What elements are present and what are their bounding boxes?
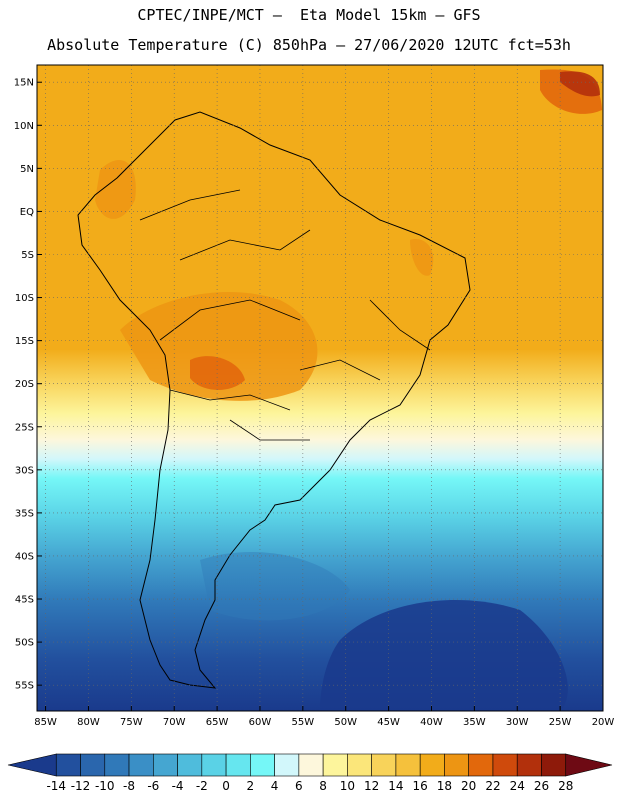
- colorbar-label: -2: [196, 779, 208, 793]
- lat-label: 55S: [15, 681, 34, 692]
- colorbar-labels: -14 -12 -10 -8 -6 -4 -2 0 2 4 6 8 10 12 14 16 18 20 22 24 26…: [46, 779, 573, 793]
- colorbar-swatch: [201, 753, 227, 777]
- colorbar-swatch: [55, 753, 81, 777]
- colorbar-label: 10: [340, 779, 355, 793]
- colorbar-swatch: [347, 753, 372, 777]
- colorbar-label: 24: [510, 779, 525, 793]
- lon-label: 60W: [249, 717, 272, 728]
- colorbar-label: 22: [485, 779, 500, 793]
- colorbar-arrow-low: [7, 753, 57, 777]
- temperature-field: [37, 65, 603, 711]
- colorbar-swatch: [80, 753, 106, 777]
- lat-label: 10S: [15, 293, 34, 304]
- colorbar-label: -6: [147, 779, 159, 793]
- colorbar-label: 4: [271, 779, 279, 793]
- lon-label: 25W: [549, 717, 572, 728]
- lon-label: 55W: [292, 717, 315, 728]
- lat-label: 40S: [15, 551, 34, 562]
- lat-label: 10N: [14, 121, 34, 132]
- colorbar-swatch: [516, 753, 542, 777]
- lat-label: 25S: [15, 422, 34, 433]
- colorbar-swatch: [395, 753, 421, 777]
- colorbar-swatch: [274, 753, 300, 777]
- map-title-line-1: CPTEC/INPE/MCT – Eta Model 15km – GFS: [137, 6, 481, 24]
- lat-label: 15S: [15, 336, 34, 347]
- lat-label: 45S: [15, 595, 34, 606]
- lat-label: 20S: [15, 379, 34, 390]
- colorbar-label: -8: [123, 779, 135, 793]
- colorbar-label: 14: [388, 779, 403, 793]
- colorbar-swatch: [444, 753, 469, 777]
- colorbar-swatch: [322, 753, 348, 777]
- lon-label: 30W: [506, 717, 529, 728]
- map-gridlines: [37, 65, 604, 711]
- colorbar-label: -10: [95, 779, 115, 793]
- colorbar-label: 18: [437, 779, 452, 793]
- colorbar-arrow-high: [565, 753, 613, 777]
- lon-label: 80W: [77, 717, 100, 728]
- lon-label: 45W: [377, 717, 400, 728]
- colorbar-swatch: [153, 753, 178, 777]
- lon-label: 75W: [120, 717, 143, 728]
- colorbar-label: 28: [558, 779, 573, 793]
- colorbar-swatch: [104, 753, 130, 777]
- colorbar-swatch: [541, 753, 567, 777]
- colorbar-label: 12: [364, 779, 379, 793]
- lat-label: 30S: [15, 465, 34, 476]
- lon-label: 85W: [34, 717, 57, 728]
- lat-label: 5N: [20, 164, 34, 175]
- colorbar-swatch: [250, 753, 275, 777]
- lon-label: 20W: [592, 717, 615, 728]
- colorbar-label: -4: [172, 779, 184, 793]
- colorbar-label: 6: [295, 779, 303, 793]
- colorbar-label: -12: [71, 779, 91, 793]
- colorbar-swatch: [468, 753, 494, 777]
- colorbar-swatch: [492, 753, 518, 777]
- longitude-labels: 85W 80W 75W 70W 65W 60W 55W 50W 45W 40W 35W 30W 25W 2…: [34, 717, 614, 728]
- lat-label: 15N: [14, 78, 34, 89]
- lon-label: 70W: [163, 717, 186, 728]
- lon-label: 65W: [206, 717, 229, 728]
- country-borders: [139, 189, 431, 441]
- colorbar-label: 26: [534, 779, 549, 793]
- lat-label: 5S: [21, 250, 34, 261]
- lat-label: 50S: [15, 638, 34, 649]
- latitude-labels: 15N 10N 5N EQ 5S 10S 15S 20S 25S 30S 35S 40S 45S 50S 5…: [14, 78, 34, 692]
- colorbar-swatch: [298, 753, 324, 777]
- colorbar-label: 16: [413, 779, 428, 793]
- lat-label: EQ: [20, 207, 34, 218]
- map-frame: [36, 64, 604, 712]
- temperature-colorbar: [7, 753, 613, 777]
- lon-label: 40W: [420, 717, 443, 728]
- colorbar-swatch: [419, 753, 445, 777]
- colorbar-swatch: [128, 753, 154, 777]
- lat-label: 35S: [15, 508, 34, 519]
- colorbar-label: -14: [46, 779, 66, 793]
- colorbar-swatch: [177, 753, 203, 777]
- lon-label: 50W: [334, 717, 357, 728]
- colorbar-swatch: [225, 753, 251, 777]
- colorbar-label: 0: [222, 779, 230, 793]
- colorbar-label: 20: [461, 779, 476, 793]
- lon-label: 35W: [463, 717, 486, 728]
- south-america-coastline: [77, 111, 471, 689]
- colorbar-label: 2: [247, 779, 255, 793]
- colorbar-label: 8: [319, 779, 327, 793]
- map-title-line-2: Absolute Temperature (C) 850hPa – 27/06/…: [47, 36, 571, 54]
- colorbar-swatch: [371, 753, 397, 777]
